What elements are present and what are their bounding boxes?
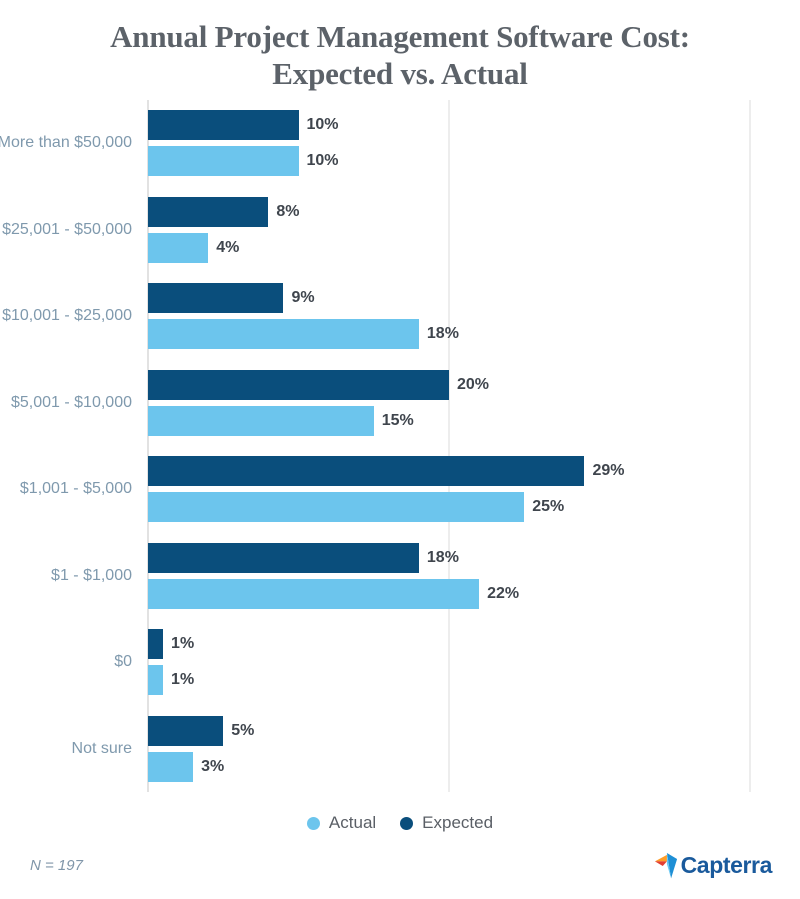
value-label: 25% — [532, 498, 565, 516]
bar-line-actual: 15% — [148, 405, 800, 436]
bar-line-expected: 1% — [148, 629, 800, 660]
bar-expected — [148, 715, 224, 746]
plot-area: More than $50,000 10% 10% $25,001 - $50,000… — [0, 100, 800, 792]
chart-row: Not sure 5% 3% — [0, 706, 800, 793]
bar-actual — [148, 319, 419, 350]
chart-row: $1 - $1,000 18% 22% — [0, 533, 800, 620]
bar-group: 18% 22% — [148, 533, 800, 620]
bar-expected — [148, 283, 284, 314]
category-label: $1 - $1,000 — [51, 566, 132, 584]
legend-label-actual: Actual — [328, 813, 377, 832]
bar-line-actual: 10% — [148, 146, 800, 177]
category-label: Not sure — [71, 739, 132, 757]
bar-line-actual: 4% — [148, 232, 800, 263]
bar-group: 29% 25% — [148, 446, 800, 533]
category-label: $25,001 - $50,000 — [2, 220, 132, 238]
category-label: $1,001 - $5,000 — [19, 480, 132, 498]
bar-expected — [148, 542, 419, 573]
value-label: 29% — [592, 462, 625, 480]
bar-actual — [148, 578, 480, 609]
category-label: More than $50,000 — [0, 134, 132, 152]
value-label: 1% — [171, 635, 195, 653]
value-label: 4% — [216, 238, 240, 256]
legend: Actual Expected — [0, 813, 800, 833]
legend-swatch-expected-icon — [400, 816, 414, 830]
bar-expected — [148, 456, 585, 487]
value-label: 10% — [306, 152, 339, 170]
bar-actual — [148, 492, 525, 523]
bar-line-actual: 22% — [148, 578, 800, 609]
value-label: 18% — [426, 548, 459, 566]
chart-title: Annual Project Management Software Cost:… — [0, 18, 800, 92]
bar-line-actual: 25% — [148, 492, 800, 523]
legend-item-expected: Expected — [400, 813, 493, 833]
value-label: 1% — [171, 671, 195, 689]
bar-line-expected: 9% — [148, 283, 800, 314]
bar-expected — [148, 110, 299, 141]
bar-line-expected: 10% — [148, 110, 800, 141]
value-label: 15% — [381, 411, 414, 429]
bar-actual — [148, 665, 164, 696]
capterra-logo: Capterra — [654, 851, 772, 880]
bar-line-expected: 5% — [148, 715, 800, 746]
bar-actual — [148, 751, 194, 782]
legend-swatch-actual-icon — [306, 816, 320, 830]
category-label: $5,001 - $10,000 — [11, 393, 132, 411]
bar-line-actual: 18% — [148, 319, 800, 350]
bar-expected — [148, 196, 269, 227]
chart-row: $0 1% 1% — [0, 619, 800, 706]
bar-expected — [148, 629, 164, 660]
bar-line-actual: 1% — [148, 665, 800, 696]
bar-group: 9% 18% — [148, 273, 800, 360]
bar-actual — [148, 146, 299, 177]
bar-group: 10% 10% — [148, 100, 800, 187]
bar-group: 5% 3% — [148, 706, 800, 793]
chart-title-line2: Expected vs. Actual — [272, 56, 528, 91]
bar-group: 20% 15% — [148, 360, 800, 447]
value-label: 3% — [201, 757, 225, 775]
gridline-0pct — [147, 100, 149, 792]
chart-title-line1: Annual Project Management Software Cost: — [110, 19, 690, 54]
chart-row: $10,001 - $25,000 9% 18% — [0, 273, 800, 360]
category-label: $0 — [114, 653, 132, 671]
chart-row: More than $50,000 10% 10% — [0, 100, 800, 187]
bar-line-expected: 18% — [148, 542, 800, 573]
value-label: 20% — [457, 375, 490, 393]
bar-actual — [148, 232, 209, 263]
bar-group: 1% 1% — [148, 619, 800, 706]
sample-size-note: N = 197 — [30, 857, 83, 874]
chart-row: $25,001 - $50,000 8% 4% — [0, 187, 800, 274]
capterra-icon — [654, 853, 677, 879]
bar-expected — [148, 369, 449, 400]
bar-group: 8% 4% — [148, 187, 800, 274]
legend-item-actual: Actual — [306, 813, 377, 833]
value-label: 8% — [276, 202, 300, 220]
value-label: 5% — [231, 721, 255, 739]
legend-label-expected: Expected — [422, 813, 494, 832]
bar-line-expected: 8% — [148, 196, 800, 227]
value-label: 9% — [291, 289, 315, 307]
value-label: 22% — [487, 584, 520, 602]
category-label: $10,001 - $25,000 — [2, 307, 132, 325]
bar-actual — [148, 405, 374, 436]
chart-row: $1,001 - $5,000 29% 25% — [0, 446, 800, 533]
capterra-wordmark: Capterra — [680, 852, 773, 878]
bar-line-expected: 20% — [148, 369, 800, 400]
bar-line-expected: 29% — [148, 456, 800, 487]
gridline-40pct — [749, 100, 751, 792]
bar-line-actual: 3% — [148, 751, 800, 782]
chart-rows: More than $50,000 10% 10% $25,001 - $50,000… — [0, 100, 800, 792]
gridline-20pct — [448, 100, 450, 792]
chart-row: $5,001 - $10,000 20% 15% — [0, 360, 800, 447]
value-label: 10% — [306, 116, 339, 134]
value-label: 18% — [426, 325, 459, 343]
